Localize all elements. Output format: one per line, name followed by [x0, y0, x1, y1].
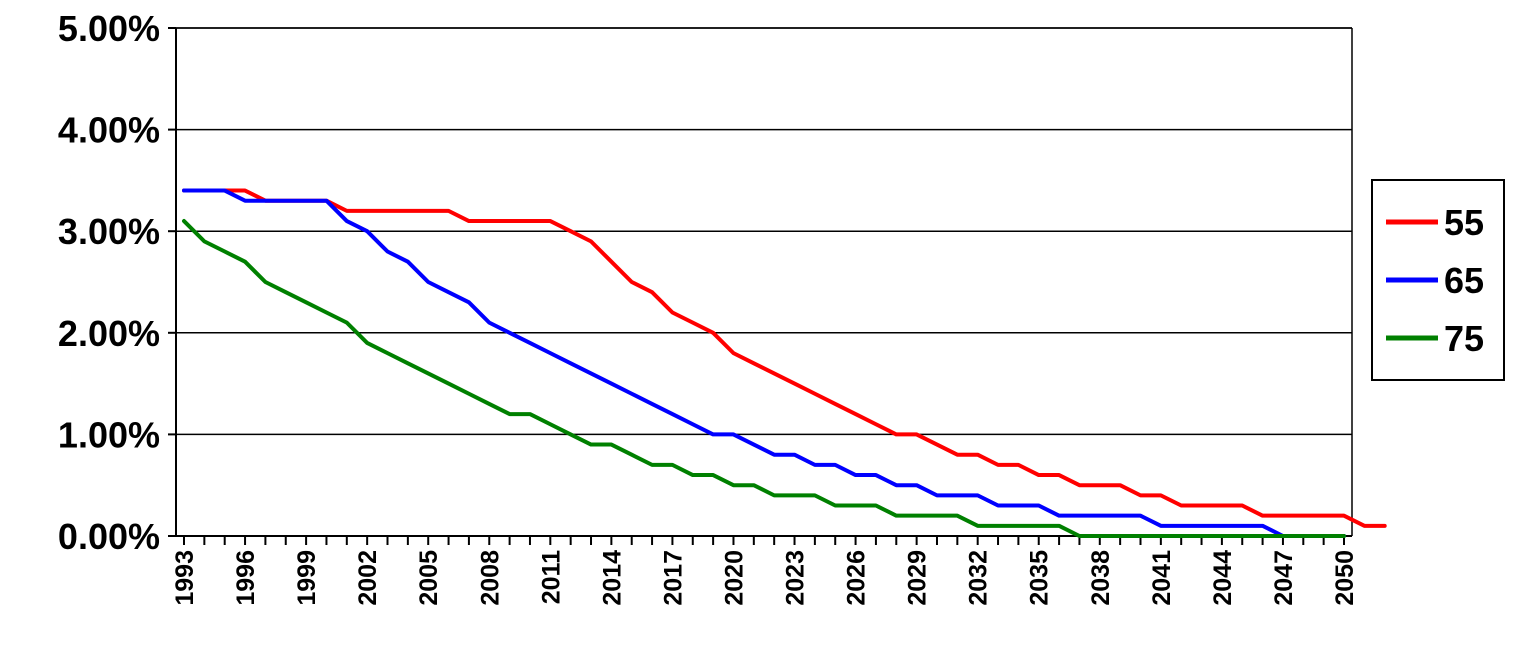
x-tick-label: 2008	[476, 550, 504, 606]
x-tick-label: 2032	[965, 550, 993, 606]
x-tick-label: 2002	[354, 550, 382, 606]
axes	[175, 27, 1353, 537]
x-tick-label: 2020	[720, 550, 748, 606]
x-tick-label: 1993	[171, 550, 199, 606]
x-tick-label: 2029	[904, 550, 932, 606]
legend-label-55: 55	[1444, 202, 1484, 243]
y-axis-ticks: 0.00% 1.00% 2.00% 3.00% 4.00% 5.00%	[58, 8, 176, 557]
x-tick-label: 2014	[598, 550, 626, 606]
series-lines	[182, 188, 1387, 538]
legend-label-75: 75	[1444, 318, 1484, 359]
y-tick-label: 3.00%	[58, 211, 160, 252]
x-tick-label: 2044	[1209, 550, 1237, 606]
x-tick-label: 2041	[1148, 550, 1176, 606]
legend: 55 65 75	[1371, 179, 1505, 381]
legend-label-65: 65	[1444, 260, 1484, 301]
x-tick-label: 1996	[232, 550, 260, 606]
y-tick-label: 2.00%	[58, 313, 160, 354]
y-tick-label: 5.00%	[58, 8, 160, 49]
x-tick-label: 2026	[843, 550, 871, 606]
x-tick-label: 2023	[782, 550, 810, 606]
x-tick-label: 2005	[415, 550, 443, 606]
x-tick-label: 1999	[293, 550, 321, 606]
y-tick-label: 4.00%	[58, 110, 160, 151]
y-tick-label: 1.00%	[58, 414, 160, 455]
y-tick-label: 0.00%	[58, 516, 160, 557]
x-tick-label: 2017	[659, 550, 687, 606]
x-tick-label: 2038	[1087, 550, 1115, 606]
x-axis-ticks: 1993 1996 1999 2002 2005 2008 2011 2014 2017 2020…	[171, 536, 1359, 606]
x-tick-label: 2035	[1026, 550, 1054, 606]
x-tick-label: 2011	[537, 550, 565, 604]
series-line-75	[182, 219, 1346, 538]
x-tick-label: 2047	[1270, 550, 1298, 606]
series-line-55	[182, 188, 1387, 528]
grid-lines	[176, 27, 1352, 537]
series-line-65	[182, 188, 1346, 538]
x-tick-label: 2050	[1331, 550, 1359, 606]
